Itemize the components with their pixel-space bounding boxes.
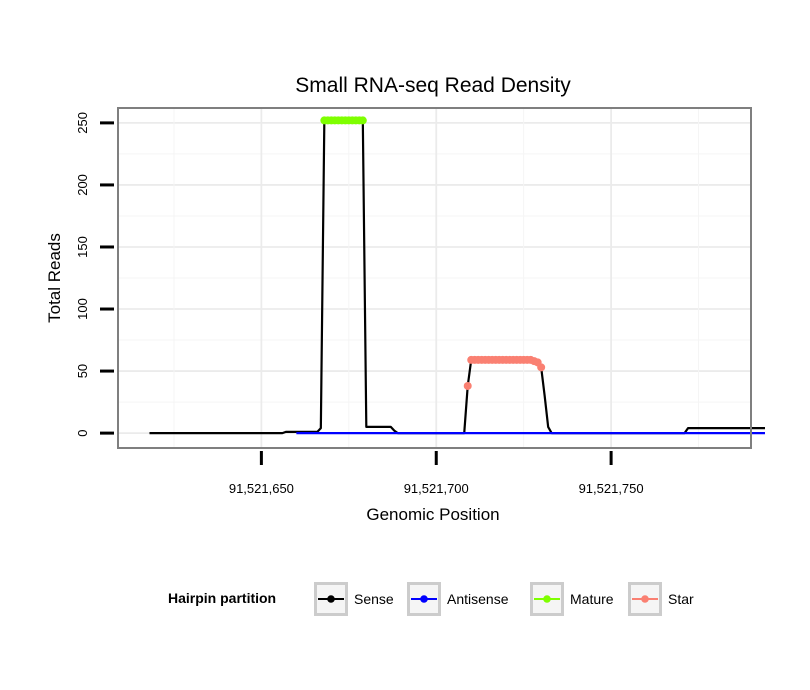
grid-lines — [118, 108, 751, 448]
x-axis: 91,521,650 91,521,700 91,521,750 — [229, 451, 644, 496]
y-tick-label: 50 — [75, 364, 90, 378]
star-point — [463, 381, 472, 390]
y-tick-label: 100 — [75, 298, 90, 320]
legend-label: Sense — [354, 591, 394, 607]
legend-entry-sense: Sense — [314, 582, 394, 616]
panel-border — [117, 107, 752, 449]
series-layer — [149, 116, 765, 435]
legend: Hairpin partition Sense Antisense Mature St… — [168, 582, 694, 616]
y-axis: 0 50 100 150 200 250 — [75, 112, 114, 437]
legend-entries: Sense Antisense Mature Star — [314, 582, 694, 616]
y-axis-label: Total Reads — [45, 233, 64, 323]
legend-label: Antisense — [447, 591, 509, 607]
series-mature — [320, 116, 367, 125]
legend-entry-antisense: Antisense — [407, 582, 509, 616]
legend-key-point — [641, 595, 649, 603]
legend-key-point — [420, 595, 428, 603]
legend-key-point — [327, 595, 335, 603]
mature-point — [358, 116, 367, 125]
x-tick-label: 91,521,650 — [229, 481, 294, 496]
legend-entry-star: Star — [628, 582, 694, 616]
star-point — [537, 363, 546, 372]
x-tick-label: 91,521,750 — [579, 481, 644, 496]
x-axis-label: Genomic Position — [366, 505, 499, 524]
series-star — [463, 355, 546, 390]
plot-panel — [117, 107, 765, 449]
chart-title: Small RNA-seq Read Density — [295, 74, 571, 97]
x-tick-label: 91,521,700 — [404, 481, 469, 496]
y-tick-label: 0 — [75, 429, 90, 436]
y-tick-label: 150 — [75, 236, 90, 258]
legend-entry-mature: Mature — [530, 582, 614, 616]
y-tick-label: 200 — [75, 174, 90, 196]
legend-label: Mature — [570, 591, 614, 607]
y-tick-label: 250 — [75, 112, 90, 134]
legend-title: Hairpin partition — [168, 590, 276, 606]
legend-key-point — [543, 595, 551, 603]
legend-label: Star — [668, 591, 694, 607]
